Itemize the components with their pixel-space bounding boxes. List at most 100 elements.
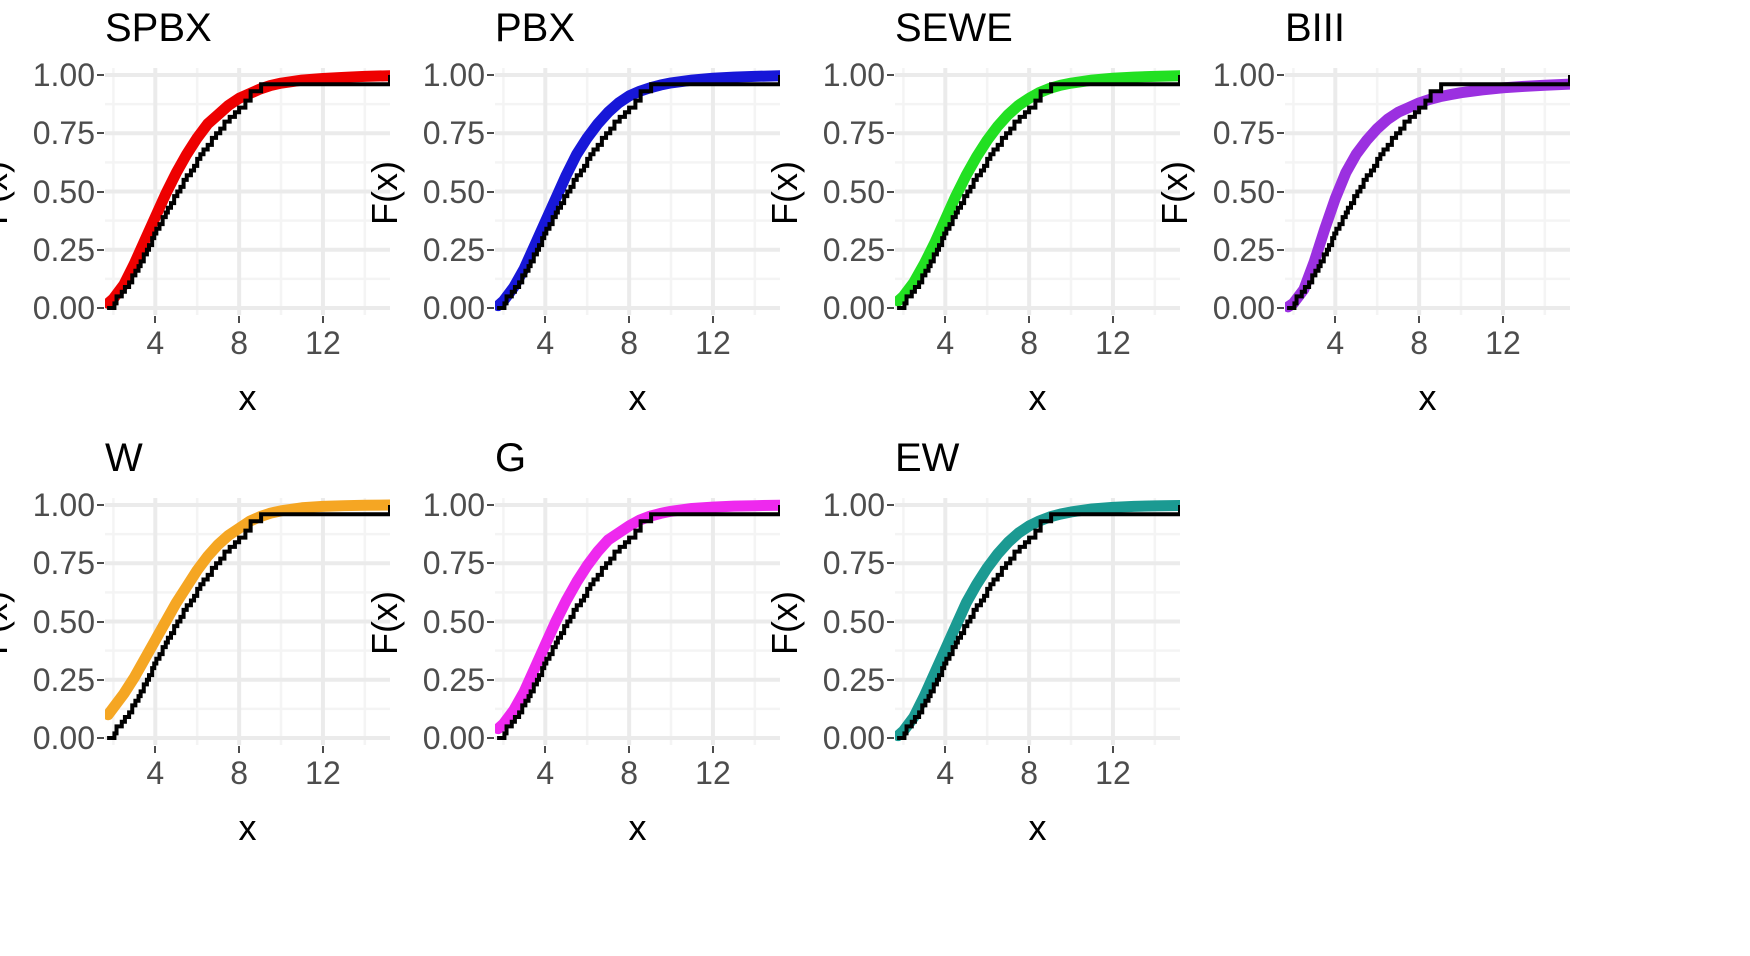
y-axis-label: F(x)	[764, 590, 805, 655]
x-axis-tick-mark	[1028, 316, 1031, 323]
y-axis-tick-label: 0.00	[32, 290, 95, 326]
x-axis-tick-label: 12	[695, 755, 731, 791]
y-axis-tick-mark	[887, 73, 894, 76]
y-axis-tick-mark	[487, 737, 494, 739]
y-axis-tick-label: 0.50	[422, 173, 485, 210]
x-axis-tick-mark	[944, 746, 947, 753]
y-axis-tick-mark	[97, 307, 104, 309]
y-axis-tick-mark	[887, 307, 894, 309]
y-axis-tick-label: 0.75	[422, 115, 485, 152]
y-axis-tick-label: 0.50	[422, 603, 485, 640]
plot-area	[495, 68, 780, 315]
x-axis-label: x	[1028, 377, 1047, 418]
y-axis-tick-mark	[97, 248, 104, 251]
x-axis-tick-mark	[1418, 316, 1421, 323]
y-axis-tick-mark	[887, 248, 894, 251]
plot-area	[895, 68, 1180, 315]
y-axis-tick-label: 1.00	[1212, 56, 1275, 93]
x-axis-tick-mark	[944, 316, 947, 323]
x-axis-tick-label: 8	[230, 755, 248, 791]
x-axis-tick-mark	[154, 746, 157, 753]
x-axis-tick-label: 4	[536, 325, 555, 361]
y-axis-tick-label: 0.25	[822, 231, 885, 268]
plot-area	[895, 498, 1180, 745]
plot-area	[495, 498, 780, 745]
y-axis-tick-mark	[97, 737, 104, 739]
x-axis-tick-mark	[628, 316, 631, 323]
y-axis-label: F(x)	[364, 160, 405, 225]
y-axis-tick-mark	[1277, 132, 1284, 135]
y-axis-tick-label: 1.00	[32, 56, 95, 93]
y-axis-tick-label: 0.75	[422, 545, 485, 582]
y-axis-tick-mark	[1277, 248, 1284, 251]
y-axis-tick-mark	[487, 132, 494, 135]
y-axis-tick-label: 0.50	[1212, 173, 1275, 210]
x-axis-tick-mark	[1501, 316, 1504, 323]
y-axis-tick-label: 0.00	[422, 720, 485, 756]
x-axis-tick-label: 8	[1020, 755, 1038, 791]
y-axis-tick-mark	[1277, 73, 1284, 76]
y-axis-tick-label: 0.75	[32, 115, 95, 152]
x-axis-tick-mark	[321, 746, 324, 753]
y-axis-tick-mark	[487, 307, 494, 309]
y-axis-tick-label: 0.25	[422, 231, 485, 268]
y-axis-tick-label: 0.00	[822, 290, 885, 326]
x-axis-tick-label: 12	[695, 325, 731, 361]
panel-title: SPBX	[105, 6, 212, 50]
y-axis-tick-label: 0.00	[822, 720, 885, 756]
y-axis-tick-mark	[887, 132, 894, 135]
y-axis-tick-label: 0.25	[822, 661, 885, 698]
x-axis-tick-label: 12	[1485, 325, 1521, 361]
x-axis-tick-mark	[238, 746, 241, 753]
y-axis-label: F(x)	[0, 590, 15, 655]
y-axis-tick-mark	[487, 73, 494, 76]
x-axis-tick-mark	[321, 316, 324, 323]
panel-pbx: PBX 0.00 0.25 0.50 0.75 1.00 4 8 12 F(x) x	[364, 0, 780, 430]
y-axis-tick-mark	[887, 562, 894, 565]
x-axis-tick-label: 4	[1326, 325, 1345, 361]
y-axis-tick-mark	[97, 503, 104, 506]
x-axis-tick-label: 4	[146, 755, 165, 791]
y-axis-tick-mark	[487, 678, 494, 681]
x-axis-tick-mark	[154, 316, 157, 323]
y-axis-tick-mark	[487, 248, 494, 251]
y-axis-label: F(x)	[364, 590, 405, 655]
x-axis-tick-mark	[711, 746, 714, 753]
y-axis-tick-mark	[487, 620, 494, 623]
panel-title: BIII	[1285, 6, 1346, 50]
y-axis-tick-mark	[97, 73, 104, 76]
x-axis-tick-label: 8	[1410, 325, 1428, 361]
y-axis-tick-mark	[887, 503, 894, 506]
y-axis-tick-mark	[97, 620, 104, 623]
y-axis-tick-label: 1.00	[822, 56, 885, 93]
panel-biii: BIII 0.00 0.25 0.50 0.75 1.00 4 8 12 F(x) x	[1154, 0, 1570, 430]
y-axis-tick-label: 0.50	[32, 173, 95, 210]
y-axis-tick-label: 0.25	[32, 661, 95, 698]
x-axis-tick-mark	[711, 316, 714, 323]
panel-title: PBX	[495, 6, 576, 50]
x-axis-label: x	[1028, 807, 1047, 848]
y-axis-tick-label: 1.00	[422, 56, 485, 93]
plot-area	[105, 68, 390, 315]
y-axis-tick-label: 0.75	[822, 115, 885, 152]
y-axis-tick-mark	[97, 562, 104, 565]
panel-title: G	[495, 436, 527, 480]
x-axis-tick-label: 8	[230, 325, 248, 361]
y-axis-tick-mark	[887, 737, 894, 739]
x-axis-tick-mark	[238, 316, 241, 323]
y-axis-tick-label: 0.50	[822, 603, 885, 640]
y-axis-tick-label: 0.00	[1212, 290, 1275, 326]
panel-title: SEWE	[895, 6, 1013, 50]
x-axis-tick-label: 4	[936, 755, 955, 791]
x-axis-tick-mark	[1111, 746, 1114, 753]
y-axis-tick-label: 0.75	[1212, 115, 1275, 152]
x-axis-label: x	[628, 377, 647, 418]
y-axis-tick-mark	[1277, 307, 1284, 309]
y-axis-label: F(x)	[0, 160, 15, 225]
y-axis-tick-label: 0.75	[32, 545, 95, 582]
y-axis-tick-label: 1.00	[32, 486, 95, 523]
x-axis-tick-label: 12	[305, 755, 341, 791]
y-axis-tick-mark	[887, 190, 894, 193]
x-axis-tick-label: 4	[936, 325, 955, 361]
x-axis-tick-label: 12	[1095, 325, 1131, 361]
